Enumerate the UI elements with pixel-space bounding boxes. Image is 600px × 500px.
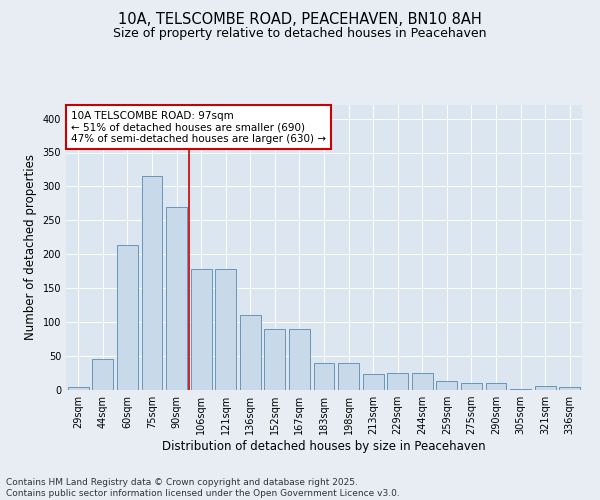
Bar <box>461 382 482 390</box>
Bar <box>485 383 506 390</box>
Bar <box>68 386 89 390</box>
Bar <box>314 363 334 390</box>
Text: 10A TELSCOMBE ROAD: 97sqm
← 51% of detached houses are smaller (690)
47% of semi: 10A TELSCOMBE ROAD: 97sqm ← 51% of detac… <box>71 110 326 144</box>
Bar <box>117 246 138 390</box>
Bar <box>387 373 408 390</box>
Bar <box>191 269 212 390</box>
Bar <box>166 207 187 390</box>
Bar <box>559 388 580 390</box>
Bar <box>265 329 286 390</box>
Bar <box>142 176 163 390</box>
Bar <box>436 381 457 390</box>
Text: 10A, TELSCOMBE ROAD, PEACEHAVEN, BN10 8AH: 10A, TELSCOMBE ROAD, PEACEHAVEN, BN10 8A… <box>118 12 482 28</box>
Bar <box>215 269 236 390</box>
Bar <box>535 386 556 390</box>
X-axis label: Distribution of detached houses by size in Peacehaven: Distribution of detached houses by size … <box>162 440 486 453</box>
Bar <box>338 363 359 390</box>
Bar <box>92 360 113 390</box>
Bar <box>289 329 310 390</box>
Text: Size of property relative to detached houses in Peacehaven: Size of property relative to detached ho… <box>113 28 487 40</box>
Bar <box>412 373 433 390</box>
Bar <box>240 316 261 390</box>
Text: Contains HM Land Registry data © Crown copyright and database right 2025.
Contai: Contains HM Land Registry data © Crown c… <box>6 478 400 498</box>
Y-axis label: Number of detached properties: Number of detached properties <box>24 154 37 340</box>
Bar <box>362 374 383 390</box>
